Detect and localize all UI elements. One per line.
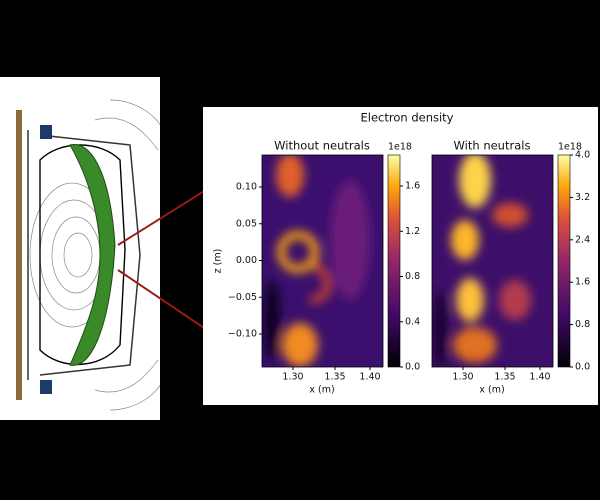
x-tick-label: 1.40 (359, 372, 380, 383)
colorbar (387, 154, 401, 368)
colorbar-tick-label: 0.4 (405, 316, 420, 327)
x-tick-label: 1.30 (452, 372, 473, 383)
colorbar-multiplier: 1e18 (388, 142, 412, 153)
colorbar-tick-label: 1.2 (405, 226, 420, 237)
coil (40, 125, 52, 139)
x-tick-label: 1.40 (529, 372, 550, 383)
x-label: x (m) (479, 385, 504, 396)
y-tick-label: 0.00 (236, 255, 257, 266)
x-tick-label: 1.30 (282, 372, 303, 383)
y-tick-label: 0.10 (236, 182, 257, 193)
y-tick-label: −0.05 (228, 292, 257, 303)
heatmap (432, 155, 553, 367)
colorbar-tick-label: 1.6 (575, 277, 590, 288)
central-column (16, 110, 22, 400)
colorbar-tick-label: 1.6 (405, 181, 420, 192)
diagram-panel (0, 77, 160, 420)
colorbar (557, 154, 571, 368)
separatrix (39, 144, 126, 366)
x-label: x (m) (309, 385, 334, 396)
panel-title: With neutrals (454, 139, 531, 153)
y-tick-label: −0.10 (228, 329, 257, 340)
x-tick-label: 1.35 (324, 372, 345, 383)
colorbar-tick-label: 3.2 (575, 192, 590, 203)
x-tick-label: 1.35 (494, 372, 515, 383)
y-label: z (m) (213, 249, 224, 274)
colorbar-tick-label: 4.0 (575, 150, 590, 161)
colorbar-tick-label: 0.8 (575, 319, 590, 330)
heatmap (262, 155, 383, 367)
colorbar-tick-label: 0.0 (575, 362, 590, 373)
vessel (27, 130, 141, 380)
colorbar-multiplier: 1e18 (558, 142, 582, 153)
figure-title: Electron density (361, 111, 454, 125)
colorbar-tick-label: 0.8 (405, 271, 420, 282)
y-tick-label: 0.05 (236, 218, 257, 229)
plasma-edge (69, 143, 116, 366)
colorbar-tick-label: 2.4 (575, 234, 590, 245)
coil (40, 380, 52, 394)
colorbar-tick-label: 0.0 (405, 362, 420, 373)
panel-title: Without neutrals (274, 139, 370, 153)
